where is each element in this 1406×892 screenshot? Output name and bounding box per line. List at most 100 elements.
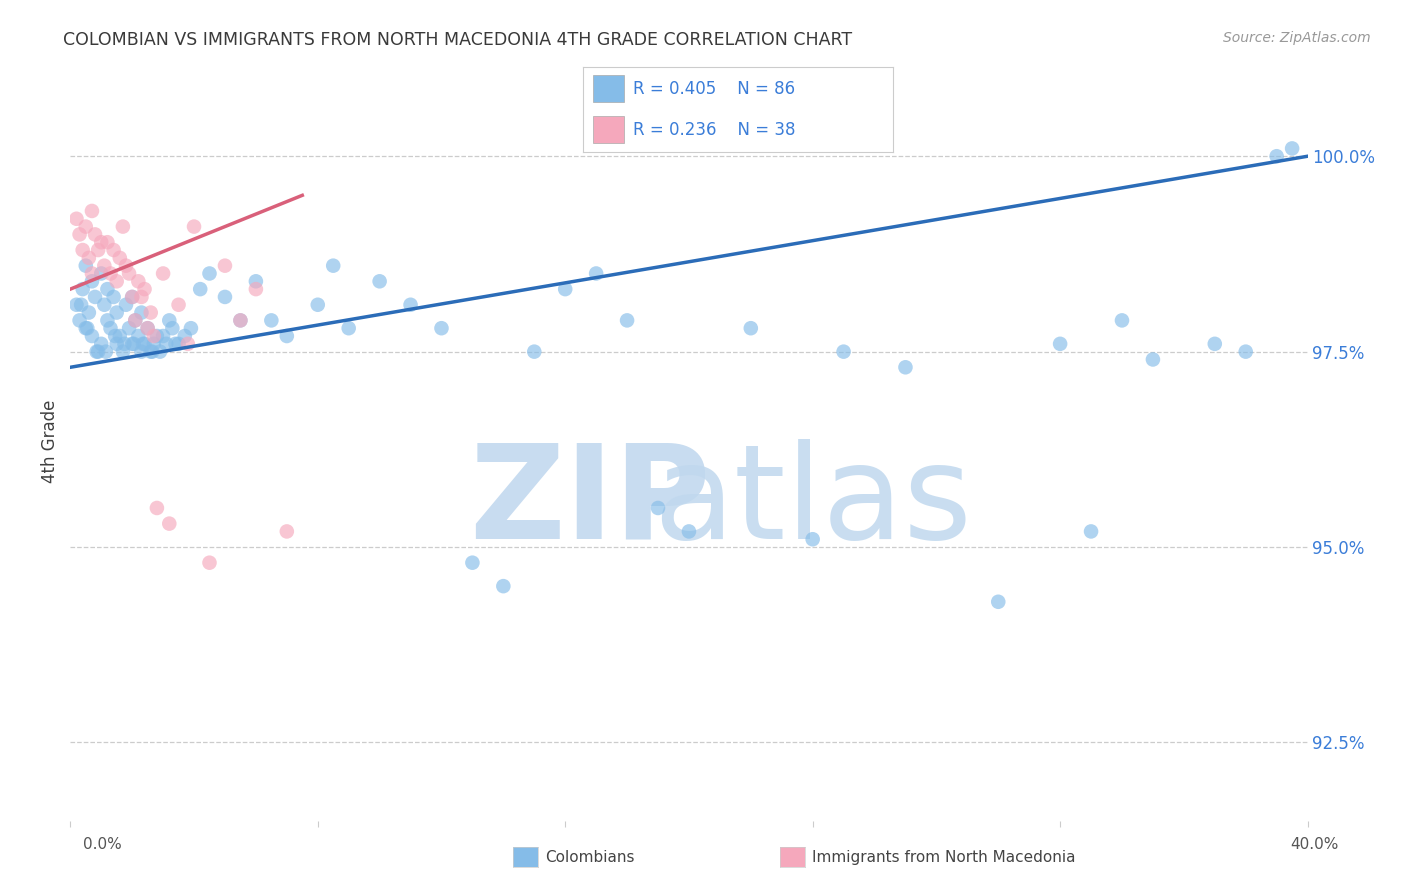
Point — [585, 267, 607, 281]
Point — [276, 329, 298, 343]
Point — [90, 235, 112, 250]
Point — [139, 344, 162, 359]
Point — [142, 336, 165, 351]
Point — [139, 305, 162, 319]
Point — [131, 290, 153, 304]
Point — [616, 313, 638, 327]
Point — [93, 298, 115, 312]
Point — [87, 243, 110, 257]
Point — [1111, 313, 1133, 327]
Point — [100, 267, 122, 281]
Point — [183, 219, 205, 234]
Point — [104, 329, 127, 343]
Point — [131, 344, 153, 359]
Point — [115, 259, 138, 273]
Point — [108, 251, 131, 265]
Point — [1080, 524, 1102, 539]
Point — [198, 556, 221, 570]
Point — [173, 329, 195, 343]
Point — [70, 298, 93, 312]
Text: Immigrants from North Macedonia: Immigrants from North Macedonia — [813, 850, 1076, 864]
Point — [111, 219, 134, 234]
Point — [198, 267, 221, 281]
Text: 0.0%: 0.0% — [83, 838, 122, 852]
Point — [84, 290, 107, 304]
Point — [188, 282, 211, 296]
Point — [80, 267, 103, 281]
Point — [76, 321, 98, 335]
Point — [229, 313, 252, 327]
Point — [1281, 141, 1303, 155]
Point — [152, 267, 174, 281]
Point — [121, 290, 143, 304]
Point — [229, 313, 252, 327]
Point — [132, 336, 155, 351]
Point — [80, 329, 103, 343]
Point — [1265, 149, 1288, 163]
Point — [84, 227, 107, 242]
Point — [93, 259, 115, 273]
Point — [75, 219, 97, 234]
Point — [678, 524, 700, 539]
Point — [108, 329, 131, 343]
Bar — [593, 116, 624, 143]
Point — [80, 203, 103, 218]
Point — [103, 243, 125, 257]
Point — [65, 211, 87, 226]
Point — [122, 336, 145, 351]
Point — [80, 274, 103, 288]
Point — [69, 313, 91, 327]
Point — [1204, 336, 1226, 351]
Point — [75, 259, 97, 273]
Point — [136, 321, 159, 335]
Point — [127, 274, 149, 288]
Point — [87, 344, 110, 359]
Point — [307, 298, 329, 312]
Point — [245, 274, 267, 288]
Point — [134, 336, 156, 351]
Point — [647, 500, 669, 515]
Point — [165, 336, 187, 351]
Point — [75, 321, 97, 335]
Point — [167, 298, 190, 312]
Text: 40.0%: 40.0% — [1291, 838, 1339, 852]
Text: R = 0.405    N = 86: R = 0.405 N = 86 — [633, 80, 796, 98]
Point — [157, 313, 180, 327]
Point — [103, 290, 125, 304]
Point — [177, 336, 200, 351]
Text: Colombians: Colombians — [546, 850, 634, 864]
Point — [1234, 344, 1257, 359]
Point — [180, 321, 202, 335]
Point — [105, 305, 128, 319]
Point — [142, 329, 165, 343]
Point — [94, 344, 117, 359]
Point — [100, 321, 122, 335]
Point — [322, 259, 344, 273]
Point — [118, 267, 141, 281]
Point — [90, 336, 112, 351]
Point — [86, 344, 108, 359]
Point — [134, 282, 156, 296]
Point — [105, 336, 128, 351]
Point — [1142, 352, 1164, 367]
Point — [399, 298, 422, 312]
Text: ZIP: ZIP — [470, 439, 710, 566]
Point — [72, 282, 94, 296]
Point — [121, 336, 143, 351]
Point — [1049, 336, 1071, 351]
Point — [141, 344, 163, 359]
Point — [118, 321, 141, 335]
Point — [157, 516, 180, 531]
Y-axis label: 4th Grade: 4th Grade — [41, 400, 59, 483]
Point — [740, 321, 762, 335]
Bar — [593, 76, 624, 103]
Point — [214, 290, 236, 304]
Point — [276, 524, 298, 539]
Point — [131, 305, 153, 319]
Point — [149, 344, 172, 359]
Point — [987, 595, 1010, 609]
Text: atlas: atlas — [654, 439, 972, 566]
Point — [162, 321, 184, 335]
Point — [77, 251, 100, 265]
Point — [492, 579, 515, 593]
